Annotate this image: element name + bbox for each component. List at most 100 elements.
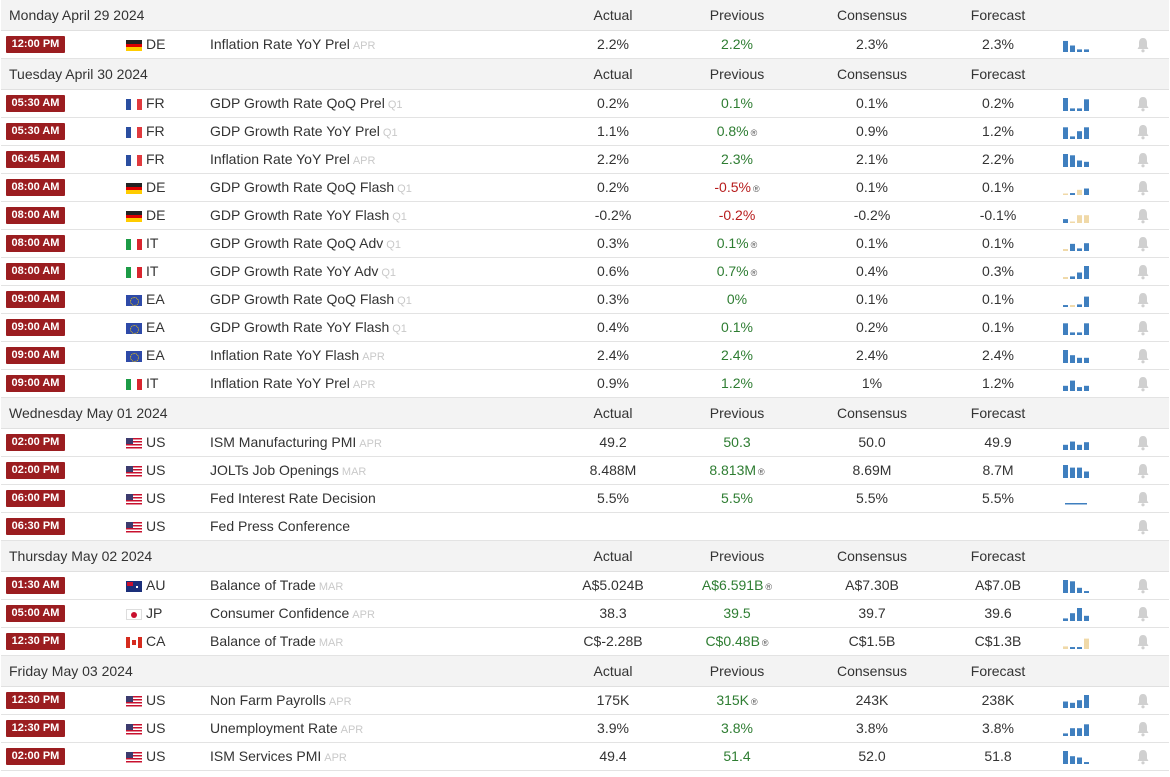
event-name-link[interactable]: Fed Press Conference [210, 518, 351, 534]
event-name-link[interactable]: GDP Growth Rate YoY Flash [210, 319, 390, 335]
sparkline-chart[interactable] [1063, 377, 1091, 391]
bell-icon[interactable] [1136, 348, 1150, 364]
sparkline-chart[interactable] [1063, 349, 1091, 363]
bell-icon[interactable] [1136, 236, 1150, 252]
event-row[interactable]: 06:30 PM US Fed Press Conference [1, 513, 1169, 541]
sparkline-chart[interactable] [1063, 464, 1091, 478]
event-name-link[interactable]: Balance of Trade [210, 633, 316, 649]
event-name-link[interactable]: JOLTs Job Openings [210, 462, 339, 478]
sparkline-chart[interactable] [1063, 579, 1091, 593]
bell-icon[interactable] [1136, 180, 1150, 196]
event-row[interactable]: 05:30 AM FR GDP Growth Rate QoQ Prel Q1 0.2%… [1, 90, 1169, 118]
bell-icon[interactable] [1136, 578, 1150, 594]
sparkline-chart[interactable] [1063, 181, 1091, 195]
event-name-cell[interactable]: Non Farm Payrolls APR [210, 692, 352, 708]
event-name-link[interactable]: ISM Manufacturing PMI [210, 434, 357, 450]
event-row[interactable]: 09:00 AM EA GDP Growth Rate YoY Flash Q1 0.4… [1, 314, 1169, 342]
sparkline-chart[interactable] [1063, 436, 1091, 450]
sparkline-chart[interactable] [1063, 722, 1091, 736]
event-name-link[interactable]: ISM Services PMI [210, 748, 322, 764]
event-row[interactable]: 12:30 PM US Non Farm Payrolls APR 175K 315K ® 2… [1, 687, 1169, 715]
event-name-link[interactable]: Non Farm Payrolls [210, 692, 326, 708]
event-row[interactable]: 06:45 AM FR Inflation Rate YoY Prel APR 2.2%… [1, 146, 1169, 174]
bell-icon[interactable] [1136, 264, 1150, 280]
bell-icon[interactable] [1136, 463, 1150, 479]
event-row[interactable]: 09:00 AM IT Inflation Rate YoY Prel APR 0.9%… [1, 370, 1169, 398]
sparkline-chart[interactable] [1063, 321, 1091, 335]
event-name-cell[interactable]: ISM Manufacturing PMI APR [210, 434, 382, 450]
sparkline-chart[interactable] [1063, 209, 1091, 223]
event-row[interactable]: 12:00 PM DE Inflation Rate YoY Prel APR 2.2%… [1, 31, 1169, 59]
event-name-link[interactable]: Inflation Rate YoY Flash [210, 347, 360, 363]
event-name-link[interactable]: GDP Growth Rate QoQ Prel [210, 95, 385, 111]
event-row[interactable]: 08:00 AM IT GDP Growth Rate QoQ Adv Q1 0.3% 0… [1, 230, 1169, 258]
event-name-link[interactable]: GDP Growth Rate YoY Flash [210, 207, 390, 223]
bell-icon[interactable] [1136, 152, 1150, 168]
event-name-link[interactable]: Fed Interest Rate Decision [210, 490, 376, 506]
event-name-link[interactable]: Balance of Trade [210, 577, 316, 593]
bell-icon[interactable] [1136, 519, 1150, 535]
event-name-cell[interactable]: JOLTs Job Openings MAR [210, 462, 366, 478]
sparkline-chart[interactable] [1063, 750, 1091, 764]
event-row[interactable]: 08:00 AM IT GDP Growth Rate YoY Adv Q1 0.6% 0… [1, 258, 1169, 286]
event-row[interactable]: 01:30 AM AU Balance of Trade MAR A$5.024B A$6… [1, 572, 1169, 600]
event-name-link[interactable]: GDP Growth Rate QoQ Adv [210, 235, 384, 251]
event-row[interactable]: 09:00 AM EA Inflation Rate YoY Flash APR 2.4… [1, 342, 1169, 370]
event-name-cell[interactable]: GDP Growth Rate YoY Prel Q1 [210, 123, 398, 139]
event-name-cell[interactable]: GDP Growth Rate QoQ Adv Q1 [210, 235, 401, 251]
event-row[interactable]: 02:00 PM US ISM Manufacturing PMI APR 49.2 50… [1, 429, 1169, 457]
event-name-cell[interactable]: Balance of Trade MAR [210, 633, 343, 649]
event-name-cell[interactable]: Inflation Rate YoY Prel APR [210, 151, 375, 167]
sparkline-chart[interactable] [1063, 492, 1091, 506]
event-name-link[interactable]: Consumer Confidence [210, 605, 350, 621]
bell-icon[interactable] [1136, 634, 1150, 650]
event-name-cell[interactable]: Inflation Rate YoY Prel APR [210, 36, 375, 52]
sparkline-chart[interactable] [1063, 293, 1091, 307]
sparkline-chart[interactable] [1063, 237, 1091, 251]
bell-icon[interactable] [1136, 435, 1150, 451]
event-row[interactable]: 09:00 AM EA GDP Growth Rate QoQ Flash Q1 0.3… [1, 286, 1169, 314]
event-row[interactable]: 12:30 PM CA Balance of Trade MAR C$-2.28B C$0… [1, 628, 1169, 656]
event-name-cell[interactable]: Inflation Rate YoY Prel APR [210, 375, 375, 391]
event-name-link[interactable]: GDP Growth Rate QoQ Flash [210, 179, 395, 195]
event-name-cell[interactable]: GDP Growth Rate YoY Flash Q1 [210, 319, 407, 335]
event-name-link[interactable]: Inflation Rate YoY Prel [210, 36, 350, 52]
event-name-cell[interactable]: GDP Growth Rate QoQ Flash Q1 [210, 179, 412, 195]
sparkline-chart[interactable] [1063, 125, 1091, 139]
event-row[interactable]: 12:30 PM US Unemployment Rate APR 3.9% 3.8% 3.… [1, 715, 1169, 743]
bell-icon[interactable] [1136, 292, 1150, 308]
sparkline-chart[interactable] [1063, 153, 1091, 167]
bell-icon[interactable] [1136, 693, 1150, 709]
event-row[interactable]: 06:00 PM US Fed Interest Rate Decision 5.5%… [1, 485, 1169, 513]
event-row[interactable]: 08:00 AM DE GDP Growth Rate YoY Flash Q1 -0.… [1, 202, 1169, 230]
event-name-cell[interactable]: Balance of Trade MAR [210, 577, 343, 593]
bell-icon[interactable] [1136, 749, 1150, 765]
event-name-cell[interactable]: GDP Growth Rate QoQ Prel Q1 [210, 95, 403, 111]
bell-icon[interactable] [1136, 37, 1150, 53]
event-name-link[interactable]: GDP Growth Rate QoQ Flash [210, 291, 395, 307]
bell-icon[interactable] [1136, 606, 1150, 622]
sparkline-chart[interactable] [1063, 635, 1091, 649]
event-name-link[interactable]: GDP Growth Rate YoY Prel [210, 123, 380, 139]
event-name-cell[interactable]: GDP Growth Rate QoQ Flash Q1 [210, 291, 412, 307]
bell-icon[interactable] [1136, 491, 1150, 507]
event-name-cell[interactable]: ISM Services PMI APR [210, 748, 347, 764]
sparkline-chart[interactable] [1063, 38, 1091, 52]
bell-icon[interactable] [1136, 721, 1150, 737]
bell-icon[interactable] [1136, 124, 1150, 140]
event-name-cell[interactable]: Inflation Rate YoY Flash APR [210, 347, 385, 363]
event-name-cell[interactable]: GDP Growth Rate YoY Flash Q1 [210, 207, 407, 223]
event-name-link[interactable]: GDP Growth Rate YoY Adv [210, 263, 379, 279]
event-row[interactable]: 02:00 PM US JOLTs Job Openings MAR 8.488M 8.8… [1, 457, 1169, 485]
event-name-link[interactable]: Unemployment Rate [210, 720, 338, 736]
sparkline-chart[interactable] [1063, 607, 1091, 621]
event-name-link[interactable]: Inflation Rate YoY Prel [210, 375, 350, 391]
event-name-link[interactable]: Inflation Rate YoY Prel [210, 151, 350, 167]
sparkline-chart[interactable] [1063, 694, 1091, 708]
bell-icon[interactable] [1136, 376, 1150, 392]
bell-icon[interactable] [1136, 208, 1150, 224]
event-name-cell[interactable]: GDP Growth Rate YoY Adv Q1 [210, 263, 396, 279]
event-row[interactable]: 05:00 AM JP Consumer Confidence APR 38.3 39.5… [1, 600, 1169, 628]
sparkline-chart[interactable] [1063, 97, 1091, 111]
bell-icon[interactable] [1136, 96, 1150, 112]
